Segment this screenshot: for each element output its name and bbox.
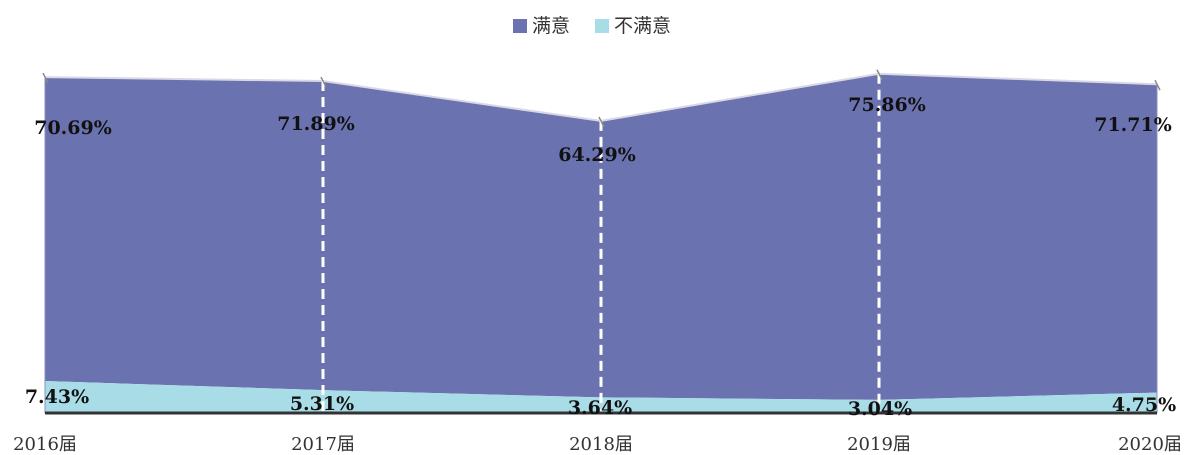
label-leader-line — [1154, 79, 1161, 91]
legend-swatch-unsatisfied — [595, 19, 609, 33]
legend: 满意 不满意 — [513, 15, 671, 37]
x-tick-label: 2017届 — [291, 434, 355, 455]
data-label-satisfied: 71.89% — [277, 113, 355, 135]
x-axis-ticks: 2016届 2017届 2018届 2019届 2020届 — [13, 434, 1182, 455]
data-labels-unsatisfied: 7.43% 5.31% 3.64% 3.04% 4.75% — [25, 386, 1176, 420]
category-dividers — [42, 69, 1161, 413]
data-label-unsatisfied: 4.75% — [1112, 394, 1176, 416]
data-label-unsatisfied: 5.31% — [290, 393, 354, 415]
data-label-unsatisfied: 3.64% — [568, 397, 632, 419]
label-leader-line — [320, 76, 327, 88]
data-label-satisfied: 64.29% — [558, 144, 636, 166]
x-tick-label: 2018届 — [569, 434, 633, 455]
label-leader-line — [598, 116, 605, 128]
legend-label-satisfied: 满意 — [532, 15, 570, 37]
legend-swatch-satisfied — [513, 19, 527, 33]
data-label-satisfied: 70.69% — [34, 117, 112, 139]
label-leader-line — [876, 69, 883, 81]
label-leader-line — [42, 72, 49, 84]
data-label-unsatisfied: 7.43% — [25, 386, 89, 408]
x-tick-label: 2020届 — [1118, 434, 1182, 455]
data-label-satisfied: 71.71% — [1094, 114, 1172, 136]
x-tick-label: 2019届 — [847, 434, 911, 455]
data-labels-satisfied: 70.69% 71.89% 64.29% 75.86% 71.71% — [34, 94, 1172, 166]
legend-label-unsatisfied: 不满意 — [614, 15, 671, 37]
data-label-unsatisfied: 3.04% — [848, 398, 912, 420]
data-label-satisfied: 75.86% — [848, 94, 926, 116]
x-tick-label: 2016届 — [13, 434, 77, 455]
